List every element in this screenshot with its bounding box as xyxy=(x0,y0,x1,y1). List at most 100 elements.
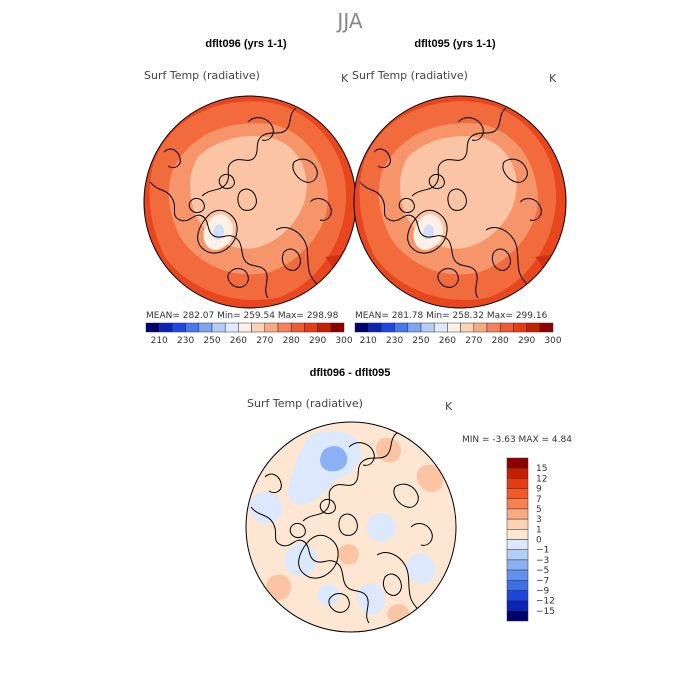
diff-colorbar-tick-label: −9 xyxy=(536,586,550,596)
diff-colorbar-tick-label: −12 xyxy=(536,597,555,607)
map-panel-diff: dflt096 - dflt095 Surf Temp (radiative) … xyxy=(245,367,572,633)
diff-border xyxy=(245,421,457,633)
map-2-colorbar-swatch xyxy=(433,322,448,333)
diff-colorbar-tick-label: −5 xyxy=(536,566,549,576)
map-1-colorbar-tick-label: 280 xyxy=(283,336,300,346)
map-2-colorbar-swatch xyxy=(513,322,527,333)
diff-colorbar-tick-label: 0 xyxy=(536,536,542,546)
map-2-colorbar-tick-label: 270 xyxy=(465,336,482,346)
diff-colorbar-tick-label: −3 xyxy=(536,556,549,566)
map-1-colorbar-tick-label: 210 xyxy=(151,336,168,346)
map-2-colorbar-tick-label: 230 xyxy=(386,336,403,346)
diff-stats: MIN = -3.63 MAX = 4.84 xyxy=(462,435,572,445)
diff-colorbar-swatch xyxy=(506,600,529,612)
diff-colorbar-tick-label: −1 xyxy=(536,546,549,556)
map-panel-1: dflt096 (yrs 1-1) Surf Temp (radiative) … xyxy=(143,38,357,346)
map-1-colorbar-swatch xyxy=(238,322,252,333)
diff-colorbar-swatch xyxy=(506,539,529,550)
diff-title: dflt096 - dflt095 xyxy=(310,367,391,379)
map-1-disk xyxy=(144,96,356,308)
map-1-units: K xyxy=(341,72,349,85)
diff-colorbar-tick-label: 9 xyxy=(536,485,542,495)
map-1-colorbar: 210 230 250 260 270 280 290 300 xyxy=(145,322,353,346)
map-1-colorbar-swatch xyxy=(211,322,226,333)
diff-colorbar-swatch xyxy=(506,549,529,561)
map-1-stats: MEAN= 282.07 Min= 259.54 Max= 298.98 xyxy=(146,311,339,321)
diff-colorbar-swatch xyxy=(506,457,529,469)
diff-colorbar-tick-label: 15 xyxy=(536,464,547,474)
map-2-colorbar-swatch xyxy=(354,322,369,333)
diff-colorbar-swatch xyxy=(506,590,529,601)
map-2-title: dflt095 (yrs 1-1) xyxy=(414,38,496,50)
map-2-colorbar-swatch xyxy=(381,322,395,333)
map-2-colorbar-tick-label: 300 xyxy=(544,336,561,346)
diff-colorbar-swatch xyxy=(506,508,529,520)
map-1-colorbar-swatch xyxy=(158,322,173,333)
map-2-colorbar-swatch xyxy=(460,322,475,333)
map-2-colorbar-swatch xyxy=(420,322,435,333)
map-1-colorbar-swatch xyxy=(304,322,318,333)
map-1-colorbar-tick-label: 250 xyxy=(203,336,220,346)
map-2-colorbar-tick-label: 250 xyxy=(412,336,429,346)
diff-colorbar-swatch xyxy=(506,467,529,479)
map-2-colorbar-swatch xyxy=(539,322,554,333)
map-2-colorbar-tick-label: 280 xyxy=(492,336,509,346)
map-panel-2: dflt095 (yrs 1-1) Surf Temp (radiative) … xyxy=(352,38,567,346)
map-2-colorbar-swatch xyxy=(526,322,541,333)
map-1-colorbar-tick-label: 260 xyxy=(230,336,247,346)
diff-colorbar-tick-label: 3 xyxy=(536,515,542,525)
map-2-colorbar-swatch xyxy=(447,322,461,333)
diff-colorbar-swatch xyxy=(506,478,529,489)
map-2-colorbar-tick-label: 260 xyxy=(439,336,456,346)
map-1-colorbar-swatch xyxy=(264,322,279,333)
map-1-colorbar-swatch xyxy=(185,322,200,333)
map-1-colorbar-tick-label: 300 xyxy=(335,336,352,346)
diff-colorbar-swatch xyxy=(506,580,529,591)
diff-colorbar-tick-label: 5 xyxy=(536,505,542,515)
map-1-colorbar-tick-label: 290 xyxy=(309,336,326,346)
map-2-colorbar-swatch xyxy=(394,322,409,333)
map-1-colorbar-swatch xyxy=(198,322,213,333)
map-2-colorbar-swatch xyxy=(499,322,514,333)
map-2-colorbar: 210 230 250 260 270 280 290 300 xyxy=(354,322,562,346)
map-2-colorbar-swatch xyxy=(407,322,422,333)
map-1-variable: Surf Temp (radiative) xyxy=(144,69,260,82)
diff-colorbar-swatch xyxy=(506,610,529,622)
diff-colorbar-tick-label: −7 xyxy=(536,576,549,586)
map-1-colorbar-tick-label: 230 xyxy=(177,336,194,346)
diff-colorbar-swatch xyxy=(506,559,529,571)
map-2-stats: MEAN= 281.78 Min= 258.32 Max= 299.16 xyxy=(355,311,548,321)
map-2-colorbar-swatch xyxy=(473,322,488,333)
map-1-colorbar-swatch xyxy=(317,322,332,333)
map-2-colorbar-tick-label: 210 xyxy=(360,336,377,346)
map-2-colorbar-swatch xyxy=(486,322,501,333)
diff-colorbar-swatch xyxy=(506,498,529,510)
map-1-colorbar-swatch xyxy=(224,322,239,333)
map-2-colorbar-tick-label: 290 xyxy=(518,336,535,346)
diff-colorbar-tick-label: 7 xyxy=(536,495,542,505)
map-2-variable: Surf Temp (radiative) xyxy=(352,69,468,82)
map-1-colorbar-swatch xyxy=(172,322,186,333)
figure-title: JJA xyxy=(335,9,362,33)
map-1-colorbar-swatch xyxy=(330,322,345,333)
diff-units: K xyxy=(445,400,453,413)
diff-disk xyxy=(246,422,456,632)
map-2-border xyxy=(353,95,567,309)
diff-colorbar-swatch xyxy=(506,488,529,499)
diff-colorbar-tick-label: 12 xyxy=(536,474,547,484)
map-1-title: dflt096 (yrs 1-1) xyxy=(205,38,287,50)
diff-colorbar-swatch xyxy=(506,529,529,540)
diff-colorbar-swatch xyxy=(506,569,529,581)
map-2-disk xyxy=(354,96,566,308)
diff-variable: Surf Temp (radiative) xyxy=(247,397,363,410)
diff-colorbar-tick-label: 1 xyxy=(536,525,542,535)
diff-colorbar-swatch xyxy=(506,518,529,530)
map-1-colorbar-swatch xyxy=(290,322,305,333)
map-1-colorbar-swatch xyxy=(251,322,266,333)
map-2-units: K xyxy=(549,72,557,85)
map-1-colorbar-swatch xyxy=(145,322,160,333)
map-1-colorbar-tick-label: 270 xyxy=(256,336,273,346)
diff-colorbar-tick-label: −15 xyxy=(536,607,555,617)
